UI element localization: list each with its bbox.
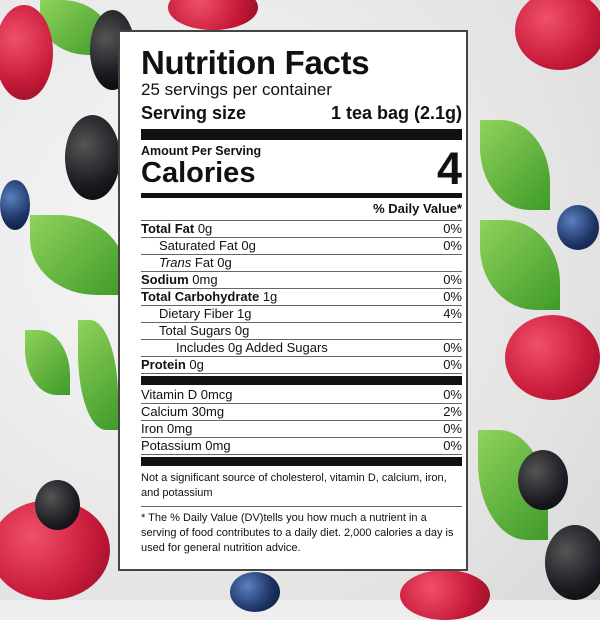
calories-row: Calories 4 — [141, 146, 462, 191]
nutrient-row: Total Fat 0g 0% — [141, 221, 462, 238]
calories-value: 4 — [436, 143, 462, 194]
vitamin-dv: 0% — [443, 421, 462, 436]
nutrient-bold-name: Protein — [141, 357, 186, 372]
nutrient-row: Protein 0g 0% — [141, 357, 462, 374]
nutrient-dv: 0% — [443, 357, 462, 372]
nutrient-italic-name: Trans — [159, 255, 192, 270]
nutrient-name: Includes 0g Added Sugars — [141, 340, 328, 356]
nutrient-bold-name: Total Fat — [141, 221, 195, 236]
nutrient-dv: 0% — [443, 340, 462, 355]
vitamin-dv: 0% — [443, 438, 462, 453]
nutrient-row: Saturated Fat 0g 0% — [141, 238, 462, 255]
vitamin-name: Vitamin D 0mcg — [141, 387, 233, 402]
vitamin-row: Vitamin D 0mcg 0% — [141, 387, 462, 404]
blueberry-image — [230, 572, 280, 612]
serving-size-value: 1 tea bag (2.1g) — [330, 103, 462, 123]
nutrient-name: Total Sugars 0g — [141, 323, 249, 339]
servings-per-container: 25 servings per container — [141, 80, 332, 99]
nutrient-amount: Fat 0g — [191, 255, 232, 270]
nutrient-amount: Total Sugars 0g — [159, 323, 250, 338]
nutrient-amount: 0g — [194, 221, 213, 236]
nutrient-amount: Dietary Fiber 1g — [159, 306, 252, 321]
nutrient-row: Sodium 0mg 0% — [141, 272, 462, 289]
divider-thick — [141, 129, 462, 140]
blackberry-image — [65, 115, 120, 200]
blueberry-image — [0, 180, 30, 230]
raspberry-image — [400, 570, 490, 620]
blackberry-image — [545, 525, 600, 600]
serving-size-label: Serving size — [141, 103, 247, 123]
nutrient-dv: 4% — [443, 306, 462, 321]
vitamin-dv: 0% — [443, 387, 462, 402]
daily-value-footnote: * The % Daily Value (DV)tells you how mu… — [141, 512, 454, 554]
nutrient-amount: Includes 0g Added Sugars — [176, 340, 328, 355]
nutrient-name: Dietary Fiber 1g — [141, 306, 251, 322]
nutrient-name: Trans Fat 0g — [141, 255, 232, 271]
raspberry-image — [515, 0, 600, 70]
label-title: Nutrition Facts — [141, 44, 370, 81]
nutrient-dv: 0% — [443, 272, 462, 287]
daily-value-header: % Daily Value* — [141, 201, 462, 221]
nutrient-row: Total Sugars 0g — [141, 323, 462, 340]
blackberry-image — [35, 480, 80, 530]
serving-size-row: Serving size 1 tea bag (2.1g) — [141, 102, 462, 124]
nutrient-row: Trans Fat 0g — [141, 255, 462, 272]
nutrient-row: Dietary Fiber 1g 4% — [141, 306, 462, 323]
vitamin-row: Potassium 0mg 0% — [141, 438, 462, 455]
nutrient-bold-name: Total Carbohydrate — [141, 289, 260, 304]
nutrient-bold-name: Sodium — [141, 272, 189, 287]
divider-thick — [141, 376, 462, 385]
nutrient-dv: 0% — [443, 221, 462, 236]
nutrient-dv: 0% — [443, 289, 462, 304]
nutrient-row: Total Carbohydrate 1g 0% — [141, 289, 462, 306]
nutrient-name: Saturated Fat 0g — [141, 238, 256, 254]
nutrient-amount: 0g — [185, 357, 204, 372]
nutrient-row: Includes 0g Added Sugars 0% — [141, 340, 462, 357]
nutrient-name: Total Fat 0g — [141, 221, 212, 237]
nutrition-facts-label: Nutrition Facts 25 servings per containe… — [118, 30, 468, 571]
nutrient-amount: Saturated Fat 0g — [159, 238, 256, 253]
nutrient-name: Protein 0g — [141, 357, 204, 373]
amount-per-serving: Amount Per Serving — [141, 144, 262, 158]
nutrient-name: Sodium 0mg — [141, 272, 218, 288]
divider-thick — [141, 457, 462, 466]
raspberry-image — [0, 5, 53, 100]
nutrient-amount: 0mg — [188, 272, 218, 287]
nutrient-name: Total Carbohydrate 1g — [141, 289, 277, 305]
vitamin-name: Potassium 0mg — [141, 438, 231, 453]
vitamin-name: Iron 0mg — [141, 421, 193, 436]
calories-label: Calories — [141, 157, 256, 189]
vitamin-row: Calcium 30mg 2% — [141, 404, 462, 421]
nutrient-dv: 0% — [443, 238, 462, 253]
nutrient-amount: 1g — [259, 289, 278, 304]
raspberry-image — [505, 315, 600, 400]
blackberry-image — [518, 450, 568, 510]
blueberry-image — [557, 205, 599, 250]
divider-medium — [141, 193, 462, 198]
vitamin-row: Iron 0mg 0% — [141, 421, 462, 438]
not-significant-note: Not a significant source of cholesterol,… — [141, 468, 462, 507]
vitamin-dv: 2% — [443, 404, 462, 419]
vitamin-name: Calcium 30mg — [141, 404, 225, 419]
